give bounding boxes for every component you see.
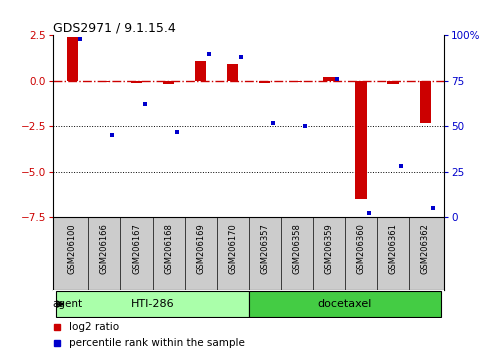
Bar [387, 81, 398, 84]
Text: GSM206169: GSM206169 [196, 223, 205, 274]
Bar [323, 77, 335, 81]
Point [397, 164, 405, 169]
Bar [227, 64, 238, 81]
Text: GSM206358: GSM206358 [292, 223, 301, 274]
Point [173, 129, 181, 135]
Bar [249, 291, 441, 317]
Point [237, 55, 244, 60]
Text: agent: agent [53, 299, 83, 309]
Bar [163, 81, 174, 84]
Bar [195, 61, 206, 81]
Text: percentile rank within the sample: percentile rank within the sample [69, 338, 245, 348]
Bar [131, 81, 142, 82]
Point [141, 102, 148, 107]
Text: GSM206166: GSM206166 [100, 223, 109, 274]
Text: HTI-286: HTI-286 [131, 299, 174, 309]
Text: GSM206100: GSM206100 [68, 223, 77, 274]
Bar [99, 81, 110, 82]
Point [269, 120, 277, 125]
Text: GSM206361: GSM206361 [388, 223, 398, 274]
Bar [420, 81, 431, 122]
Bar [259, 81, 270, 82]
Point [365, 211, 373, 216]
Bar [67, 37, 78, 81]
Text: GSM206170: GSM206170 [228, 223, 237, 274]
Point [301, 124, 309, 129]
Point [429, 205, 437, 211]
Bar [291, 81, 302, 82]
Bar [355, 81, 367, 199]
Text: GSM206359: GSM206359 [325, 223, 333, 274]
Text: docetaxel: docetaxel [318, 299, 372, 309]
Text: GSM206360: GSM206360 [356, 223, 366, 274]
Text: GDS2971 / 9.1.15.4: GDS2971 / 9.1.15.4 [53, 21, 176, 34]
Text: log2 ratio: log2 ratio [69, 322, 119, 332]
Point [333, 76, 341, 82]
Point [109, 132, 116, 138]
Bar [57, 291, 249, 317]
Text: GSM206168: GSM206168 [164, 223, 173, 274]
Point [76, 36, 84, 42]
Text: GSM206362: GSM206362 [421, 223, 429, 274]
Text: GSM206167: GSM206167 [132, 223, 141, 274]
Point [205, 51, 213, 56]
Text: GSM206357: GSM206357 [260, 223, 270, 274]
